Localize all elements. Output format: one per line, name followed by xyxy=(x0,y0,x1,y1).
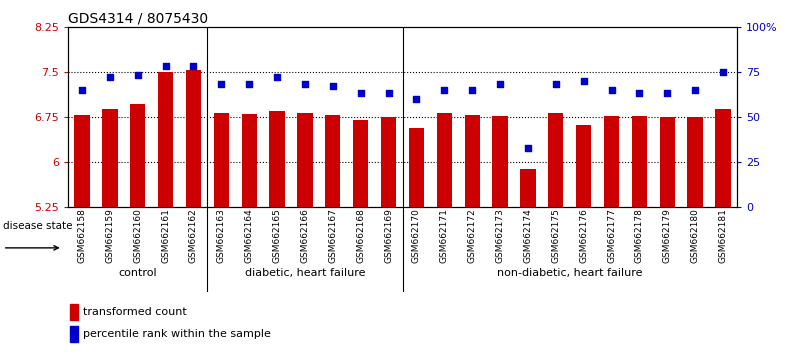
Bar xyxy=(465,115,480,207)
Text: GSM662164: GSM662164 xyxy=(245,209,254,263)
Point xyxy=(271,74,284,80)
Point xyxy=(103,74,116,80)
Bar xyxy=(409,128,424,207)
Text: GSM662169: GSM662169 xyxy=(384,209,393,263)
Point xyxy=(438,87,451,93)
Point xyxy=(187,63,200,69)
Bar xyxy=(632,116,647,207)
Bar xyxy=(158,72,173,207)
Point xyxy=(465,87,478,93)
Bar xyxy=(70,304,78,320)
Point xyxy=(717,69,730,75)
Point xyxy=(689,87,702,93)
Text: GSM662165: GSM662165 xyxy=(272,209,282,263)
Point xyxy=(243,81,256,87)
Point xyxy=(578,78,590,84)
Text: disease state: disease state xyxy=(2,221,72,231)
Text: GSM662167: GSM662167 xyxy=(328,209,337,263)
Text: GSM662179: GSM662179 xyxy=(662,209,672,263)
Bar xyxy=(297,113,312,207)
Text: GSM662173: GSM662173 xyxy=(496,209,505,263)
Point xyxy=(633,91,646,96)
Text: GSM662177: GSM662177 xyxy=(607,209,616,263)
Text: percentile rank within the sample: percentile rank within the sample xyxy=(83,329,271,339)
Bar xyxy=(493,116,508,207)
Point xyxy=(299,81,312,87)
Text: GSM662176: GSM662176 xyxy=(579,209,588,263)
Point xyxy=(327,83,340,89)
Text: GSM662171: GSM662171 xyxy=(440,209,449,263)
Bar xyxy=(103,109,118,207)
Point xyxy=(549,81,562,87)
Bar xyxy=(74,115,90,207)
Text: GSM662166: GSM662166 xyxy=(300,209,309,263)
Text: GSM662181: GSM662181 xyxy=(718,209,727,263)
Bar xyxy=(186,70,201,207)
Bar xyxy=(325,115,340,207)
Bar xyxy=(437,113,452,207)
Text: GSM662168: GSM662168 xyxy=(356,209,365,263)
Point xyxy=(661,91,674,96)
Text: GSM662178: GSM662178 xyxy=(635,209,644,263)
Bar xyxy=(576,125,591,207)
Text: GSM662162: GSM662162 xyxy=(189,209,198,263)
Bar xyxy=(381,117,396,207)
Bar xyxy=(242,114,257,207)
Point xyxy=(521,145,534,150)
Point xyxy=(382,91,395,96)
Point xyxy=(493,81,506,87)
Point xyxy=(159,63,172,69)
Text: GSM662170: GSM662170 xyxy=(412,209,421,263)
Text: GSM662174: GSM662174 xyxy=(523,209,533,263)
Bar xyxy=(715,109,731,207)
Bar xyxy=(604,116,619,207)
Text: GSM662160: GSM662160 xyxy=(133,209,143,263)
Text: diabetic, heart failure: diabetic, heart failure xyxy=(245,268,365,278)
Text: GSM662161: GSM662161 xyxy=(161,209,170,263)
Bar xyxy=(520,169,536,207)
Bar xyxy=(269,111,285,207)
Bar xyxy=(353,120,368,207)
Text: GSM662163: GSM662163 xyxy=(217,209,226,263)
Point xyxy=(410,96,423,102)
Text: transformed count: transformed count xyxy=(83,307,187,317)
Point xyxy=(75,87,88,93)
Text: GSM662172: GSM662172 xyxy=(468,209,477,263)
Point xyxy=(215,81,227,87)
Bar xyxy=(548,113,563,207)
Text: GSM662180: GSM662180 xyxy=(690,209,699,263)
Point xyxy=(131,73,144,78)
Bar xyxy=(214,113,229,207)
Point xyxy=(354,91,367,96)
Text: GSM662159: GSM662159 xyxy=(106,209,115,263)
Bar xyxy=(659,118,675,207)
Text: non-diabetic, heart failure: non-diabetic, heart failure xyxy=(497,268,642,278)
Bar xyxy=(130,104,146,207)
Text: GSM662158: GSM662158 xyxy=(78,209,87,263)
Bar xyxy=(70,326,78,342)
Text: GDS4314 / 8075430: GDS4314 / 8075430 xyxy=(68,11,208,25)
Text: GSM662175: GSM662175 xyxy=(551,209,560,263)
Bar xyxy=(687,117,702,207)
Point xyxy=(605,87,618,93)
Text: control: control xyxy=(119,268,157,278)
